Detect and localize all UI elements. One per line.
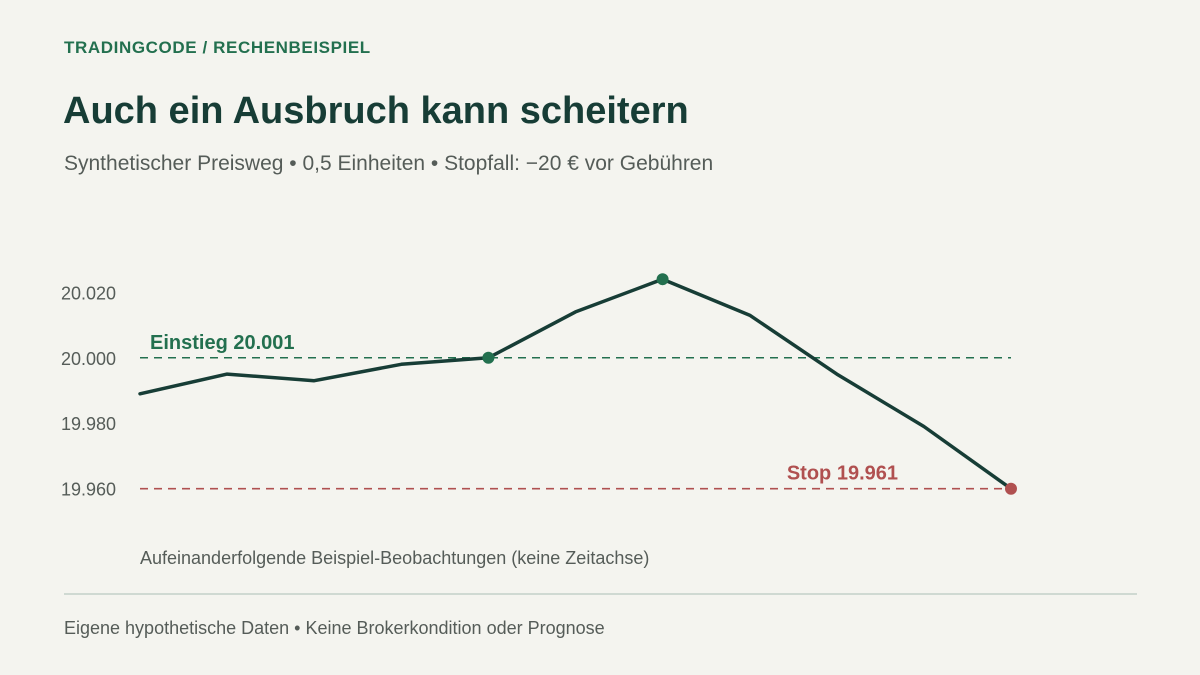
footer-divider	[64, 593, 1137, 595]
data-point-marker	[1005, 482, 1017, 495]
kicker: TRADINGCODE / RECHENBEISPIEL	[64, 38, 371, 57]
y-tick-label: 19.980	[61, 414, 116, 434]
entry-label: Einstieg 20.001	[150, 332, 295, 354]
stop-label: Stop 19.961	[787, 463, 898, 485]
x-axis-label: Aufeinanderfolgende Beispiel-Beobachtung…	[140, 548, 650, 568]
chart-title: Auch ein Ausbruch kann scheitern	[63, 90, 689, 132]
data-point-marker	[482, 351, 495, 364]
y-tick-label: 20.000	[61, 349, 116, 369]
y-tick-label: 19.960	[61, 480, 116, 500]
price-line	[138, 277, 1013, 491]
chart-subtitle: Synthetischer Preisweg • 0,5 Einheiten •…	[64, 152, 714, 175]
data-point-marker	[656, 273, 669, 286]
y-tick-label: 20.020	[61, 283, 116, 303]
footer-source: Eigene hypothetische Daten • Keine Broke…	[64, 618, 605, 638]
